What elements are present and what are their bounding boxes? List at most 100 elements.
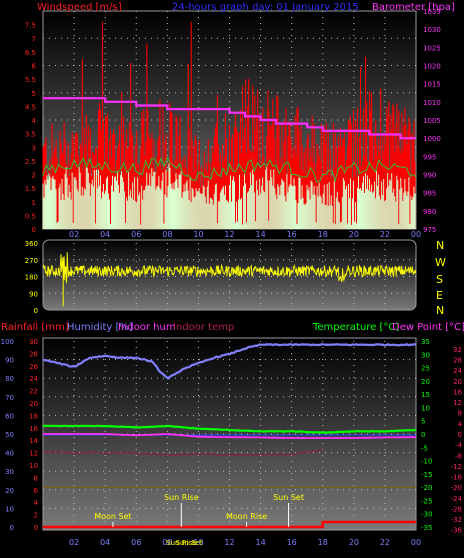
hour-tick-label: 02 <box>69 538 79 547</box>
temperature-tick-label: 15 <box>421 391 430 399</box>
hour-tick-label: 06 <box>131 538 141 547</box>
rain-tick-label: 28 <box>29 350 38 358</box>
dew-point-line <box>43 433 416 439</box>
rain-tick-label: 30 <box>29 338 38 346</box>
event-label: Sun Rise <box>164 493 199 502</box>
temperature-tick-label: 25 <box>421 365 430 373</box>
windspeed-tick-label: 5.5 <box>25 76 36 84</box>
dew-tick-label: -20 <box>451 484 462 492</box>
windspeed-tick-label: 2.5 <box>25 158 36 166</box>
barometer-tick-label: 990 <box>423 172 436 180</box>
sun-rise-bottom-label: Sun Rise <box>166 539 196 547</box>
hour-tick-label: 06 <box>131 230 141 239</box>
hour-tick-label: 04 <box>100 538 110 547</box>
rain-tick-label: 6 <box>34 487 39 495</box>
temperature-tick-label: -35 <box>421 524 432 532</box>
compass-w: W <box>435 256 446 269</box>
humidity-tick-label: 0 <box>10 524 14 532</box>
barometer-tick-label: 1015 <box>423 81 441 89</box>
windspeed-tick-label: 2 <box>32 172 36 180</box>
hour-tick-label: 12 <box>224 538 234 547</box>
humidity-tick-label: 10 <box>5 505 14 513</box>
windspeed-tick-label: 1 <box>32 199 36 207</box>
windspeed-tick-label: 0.5 <box>25 212 36 220</box>
humidity-tick-label: 60 <box>5 412 14 420</box>
compass-s: S <box>436 273 443 286</box>
hour-tick-label: 20 <box>349 230 359 239</box>
humidity-tick-label: 90 <box>5 357 14 365</box>
barometer-tick-label: 985 <box>423 190 436 198</box>
dew-tick-label: 32 <box>453 346 462 354</box>
barometer-tick-label: 1020 <box>423 63 441 71</box>
temperature-tick-label: -5 <box>421 444 428 452</box>
dew-tick-label: 4 <box>458 420 463 428</box>
temperature-tick-label: -30 <box>421 511 432 519</box>
compass-e: E <box>436 289 443 302</box>
dew-tick-label: 20 <box>453 378 462 386</box>
direction-tick-label: 90 <box>29 290 38 298</box>
barometer-tick-label: 1000 <box>423 135 441 143</box>
humidity-tick-label: 40 <box>5 450 14 458</box>
rain-tick-label: 2 <box>34 512 38 520</box>
dew-tick-label: 8 <box>458 410 462 418</box>
compass-n-top: N <box>436 239 444 252</box>
rain-tick-label: 22 <box>29 388 38 396</box>
barometer-tick-label: 975 <box>423 226 436 234</box>
dew-tick-label: -36 <box>451 527 463 535</box>
hour-tick-label: 14 <box>255 230 265 239</box>
hour-tick-label: 14 <box>255 538 265 547</box>
rainfall-line <box>43 520 416 529</box>
hour-tick-label: 08 <box>162 230 172 239</box>
legend-temperature: Temperature [°C] <box>312 322 399 333</box>
humidity-tick-label: 30 <box>5 468 14 476</box>
rain-tick-label: 0 <box>34 524 38 532</box>
windspeed-tick-label: 1.5 <box>25 185 36 193</box>
temperature-tick-label: 10 <box>421 404 430 412</box>
legend-rainfall: Rainfall [mm] <box>1 322 69 333</box>
dew-tick-label: -12 <box>451 463 462 471</box>
temperature-tick-label: -25 <box>421 497 432 505</box>
event-label: Moon Set <box>94 512 131 521</box>
windspeed-tick-label: 7.5 <box>25 22 36 30</box>
humidity-tick-label: 50 <box>5 431 14 439</box>
dew-tick-label: 0 <box>458 431 462 439</box>
rain-tick-label: 8 <box>34 474 38 482</box>
hour-tick-label: 22 <box>380 538 390 547</box>
windspeed-tick-label: 4 <box>32 117 37 125</box>
barometer-tick-label: 1030 <box>423 26 441 34</box>
rain-tick-label: 10 <box>29 462 38 470</box>
dew-tick-label: -24 <box>451 495 463 503</box>
dew-tick-label: 16 <box>453 388 462 396</box>
graph-title: 24-hours graph day: 01 January 2015 <box>172 2 359 13</box>
hour-tick-label: 02 <box>69 230 79 239</box>
direction-tick-label: 270 <box>25 257 38 265</box>
event-label: Moon Rise <box>226 512 267 521</box>
dew-tick-label: -28 <box>451 505 462 513</box>
temperature-tick-label: 0 <box>421 431 425 439</box>
dew-tick-label: 24 <box>453 367 462 375</box>
wind-direction-trace <box>42 252 417 284</box>
humidity-tick-label: 80 <box>5 375 14 383</box>
humidity-tick-label: 100 <box>1 338 14 346</box>
windspeed-tick-label: 5 <box>32 90 36 98</box>
temperature-tick-label: 30 <box>421 351 430 359</box>
rain-tick-label: 18 <box>29 412 38 420</box>
windspeed-tick-label: 0 <box>32 226 36 234</box>
rain-tick-label: 26 <box>29 363 38 371</box>
hour-tick-label: 04 <box>100 230 110 239</box>
barometer-tick-label: 1005 <box>423 117 441 125</box>
temperature-line <box>43 424 417 434</box>
windspeed-tick-label: 6.5 <box>25 49 36 57</box>
rain-tick-label: 16 <box>29 425 38 433</box>
hour-tick-label: 00 <box>411 230 421 239</box>
humidity-tick-label: 70 <box>5 394 14 402</box>
direction-tick-label: 180 <box>25 274 38 282</box>
barometer-tick-label: 995 <box>423 153 436 161</box>
temperature-tick-label: 5 <box>421 418 425 426</box>
temperature-tick-label: -15 <box>421 471 432 479</box>
dew-tick-label: 12 <box>453 399 462 407</box>
windspeed-tick-label: 4.5 <box>25 103 36 111</box>
dew-tick-label: -8 <box>455 452 462 460</box>
direction-tick-label: 360 <box>25 240 38 248</box>
